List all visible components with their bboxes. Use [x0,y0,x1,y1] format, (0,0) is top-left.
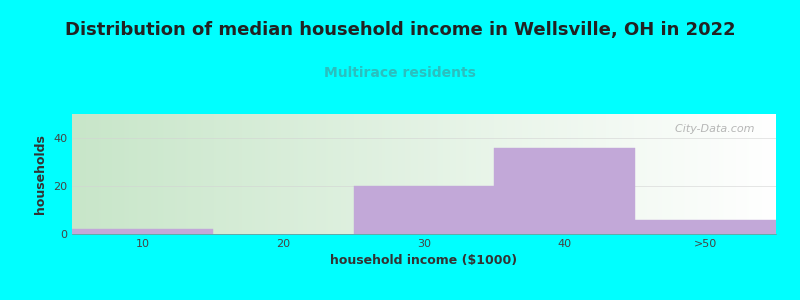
Bar [635,220,776,234]
Text: Multirace residents: Multirace residents [324,66,476,80]
X-axis label: household income ($1000): household income ($1000) [330,254,518,267]
Text: City-Data.com: City-Data.com [668,124,755,134]
Text: Distribution of median household income in Wellsville, OH in 2022: Distribution of median household income … [65,21,735,39]
Bar [72,229,213,234]
Y-axis label: households: households [34,134,47,214]
Bar [354,186,494,234]
Bar [494,148,635,234]
